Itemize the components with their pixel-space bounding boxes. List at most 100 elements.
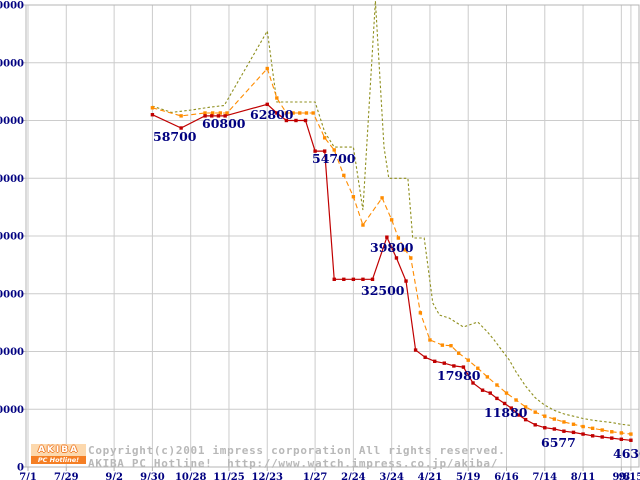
series-lowest-price-marker <box>517 413 521 417</box>
series-lowest-price-marker <box>471 381 475 385</box>
series-lowest-price-marker <box>571 430 576 435</box>
series-lowest-price-marker <box>610 436 614 440</box>
series-lowest-price-marker <box>452 364 456 368</box>
price-annotation: 32500 <box>361 283 405 298</box>
series-average-price-marker <box>351 195 356 199</box>
y-axis-label: 40000 <box>0 232 24 243</box>
copyright-watermark-line2: AKIBA PC Hotline! http://www.watch.impre… <box>88 457 499 470</box>
series-lowest-price-marker <box>581 432 585 436</box>
series-average-price-marker <box>449 344 453 348</box>
y-axis-label: 70000 <box>0 58 24 69</box>
series-average-price-marker <box>629 432 633 436</box>
series-lowest-price-marker <box>404 279 408 283</box>
price-annotation: 17980 <box>437 368 481 383</box>
series-average-price-marker <box>552 417 557 421</box>
y-axis-label: 30000 <box>0 289 24 300</box>
series-average-price-marker <box>619 431 624 435</box>
y-axis-label: 80000 <box>0 1 24 12</box>
series-average-price-marker <box>291 111 295 115</box>
price-annotation: 39800 <box>370 240 414 255</box>
series-lowest-price-marker <box>600 435 604 439</box>
series-lowest-price-marker <box>502 401 507 406</box>
x-axis-label: 1/27 <box>303 472 328 480</box>
series-lowest-price-marker <box>342 277 346 282</box>
x-axis-label: 9/15 <box>619 472 640 480</box>
series-average-price-marker <box>225 111 229 115</box>
x-axis-label: 11/25 <box>213 472 245 480</box>
series-average-price-marker <box>298 111 302 115</box>
series-lowest-price-marker <box>370 277 375 282</box>
x-axis-label: 5/19 <box>456 472 481 480</box>
series-average-price-marker <box>311 111 315 115</box>
price-annotation: 6577 <box>541 435 576 450</box>
series-average-price-marker <box>590 426 595 431</box>
series-lowest-price-marker <box>313 149 317 153</box>
series-lowest-price-marker <box>150 113 155 117</box>
series-average-price-marker <box>396 236 401 240</box>
series-average-price-marker <box>150 106 155 110</box>
x-axis-label: 9/8 <box>613 472 631 480</box>
x-axis-label: 10/28 <box>175 472 207 480</box>
series-average-price-marker <box>523 405 528 409</box>
x-axis-label: 3/24 <box>379 472 404 480</box>
series-average-price-marker <box>418 311 423 315</box>
series-lowest-price-marker <box>361 277 365 282</box>
series-lowest-price-marker <box>216 114 221 118</box>
series-lowest-price-marker <box>413 348 418 352</box>
series-average-price-marker <box>456 351 461 355</box>
series-average-price-marker <box>304 111 309 115</box>
series-lowest-price-marker <box>552 427 557 431</box>
x-axis-label: 6/16 <box>494 472 519 480</box>
series-lowest-price-marker <box>480 388 485 392</box>
series-average-price-marker <box>581 424 585 429</box>
price-annotation: 4630 <box>613 446 640 461</box>
series-average-price-marker <box>211 111 215 115</box>
series-average-price-marker <box>562 420 566 424</box>
series-average-price-marker <box>428 338 432 342</box>
series-lowest-price-marker <box>629 438 633 442</box>
series-average-price-marker <box>476 366 480 370</box>
series-lowest-price-marker <box>179 126 183 130</box>
series-lowest-price-marker <box>294 118 298 123</box>
series-lowest-price-marker <box>523 417 528 422</box>
series-highest-price-line <box>152 0 631 426</box>
y-axis-label: 10000 <box>0 405 24 416</box>
akiba-pc-hotline-logo: AKIBA PC Hotline! <box>31 444 86 464</box>
series-lowest-price-marker <box>543 426 547 430</box>
series-average-price-marker <box>275 96 279 100</box>
series-lowest-price-marker <box>332 277 336 282</box>
series-lowest-price-line <box>152 103 631 441</box>
series-average-price-marker <box>203 111 207 115</box>
series-average-price-marker <box>409 256 413 260</box>
series-average-price-marker <box>485 375 490 379</box>
x-axis-label: 4/21 <box>418 472 443 480</box>
series-lowest-price-marker <box>322 149 327 153</box>
series-lowest-price-marker <box>385 235 389 239</box>
series-lowest-price-marker <box>495 396 499 401</box>
series-average-price-line <box>152 67 631 435</box>
x-axis-label: 9/30 <box>140 472 165 480</box>
series-lowest-price-marker <box>533 423 537 427</box>
series-lowest-price-marker <box>284 118 289 123</box>
y-axis-label: 50000 <box>0 174 24 185</box>
akiba-logo-subtitle: PC Hotline! <box>31 456 86 464</box>
series-average-price-marker <box>322 136 327 140</box>
series-average-price-marker <box>389 218 394 222</box>
x-axis-label: 12/23 <box>252 472 284 480</box>
series-average-price-marker <box>265 66 269 71</box>
series-average-price-marker <box>466 358 470 362</box>
x-axis-label: 7/14 <box>533 472 558 480</box>
series-lowest-price-marker <box>619 437 624 441</box>
series-lowest-price-marker <box>590 434 595 438</box>
series-lowest-price-marker <box>394 256 399 260</box>
series-lowest-price-marker <box>210 114 214 118</box>
price-annotation: 62800 <box>250 107 294 122</box>
series-lowest-price-marker <box>562 429 566 433</box>
series-average-price-marker <box>543 414 547 418</box>
series-lowest-price-marker <box>488 391 492 395</box>
series-average-price-marker <box>342 173 346 178</box>
series-lowest-price-marker <box>461 365 466 369</box>
series-lowest-price-marker <box>275 111 279 115</box>
price-annotation: 54700 <box>312 151 356 166</box>
